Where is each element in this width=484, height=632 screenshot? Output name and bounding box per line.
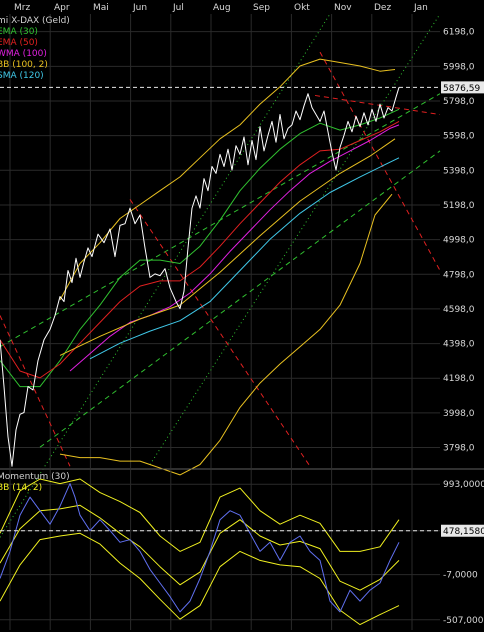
legend-entry: EMA (50) — [0, 38, 38, 48]
y-tick-label: 4198,0 — [443, 374, 475, 384]
trendline — [0, 315, 71, 467]
series-line — [59, 193, 393, 476]
price-y-axis: 3798,0 3998,0 4198,0 4398,0 4598,0 4798,0 4998… — [443, 28, 475, 454]
series-line — [0, 108, 400, 388]
series-line — [0, 532, 400, 626]
legend-title: Momentum (30) — [0, 472, 70, 482]
series-line — [0, 483, 400, 613]
momentum-legend: Momentum (30)BB (14, 2) — [0, 472, 70, 493]
momentum-last-value: 478,1580 — [0, 524, 484, 537]
trendline — [319, 51, 441, 271]
series-line — [0, 87, 400, 467]
x-tick-label: Dez — [374, 3, 391, 13]
y-tick-label: 4798,0 — [443, 270, 475, 280]
series-line — [0, 504, 400, 591]
legend-title: mi X-DAX (Geld) — [0, 16, 70, 26]
last-value-callout — [441, 524, 484, 537]
trendline — [314, 94, 441, 115]
series-line — [59, 58, 396, 301]
y-tick-label: 4998,0 — [443, 236, 475, 246]
series-line — [0, 120, 400, 379]
price-last-value: 5876,59 — [0, 81, 484, 94]
y-tick-label: 5398,0 — [443, 166, 475, 176]
x-tick-label: Nov — [334, 3, 352, 13]
momentum-series — [0, 478, 400, 626]
last-value-callout — [441, 81, 484, 94]
x-tick-label: Jul — [172, 3, 184, 13]
y-tick-label: 5798,0 — [443, 97, 475, 107]
x-tick-label: Okt — [294, 3, 310, 13]
x-axis: Mrz Apr Mai Jun Jul Aug Sep Okt Nov Dez … — [14, 3, 428, 13]
y-tick-label: 5598,0 — [443, 132, 475, 142]
price-series — [0, 58, 400, 476]
y-tick-label: 4598,0 — [443, 305, 475, 315]
x-tick-label: Mrz — [14, 3, 30, 13]
momentum-y-axis: 993,0000 -7,0000 -507,0000 — [443, 480, 484, 626]
x-tick-label: Apr — [54, 3, 70, 13]
x-tick-label: Sep — [253, 3, 270, 13]
y-tick-label: 993,0000 — [443, 480, 484, 490]
legend-entry: BB (100, 2) — [0, 60, 48, 70]
x-tick-label: Jan — [413, 3, 428, 13]
last-value-label: 478,1580 — [443, 527, 484, 537]
y-tick-label: 3798,0 — [443, 444, 475, 454]
trendline — [39, 150, 441, 448]
price-legend: mi X-DAX (Geld)EMA (30)EMA (50)WMA (100)… — [0, 16, 70, 81]
x-tick-label: Jun — [132, 3, 147, 13]
y-tick-label: 4398,0 — [443, 340, 475, 350]
legend-entry: WMA (100) — [0, 49, 47, 59]
series-line — [89, 157, 400, 360]
y-tick-label: -7,0000 — [443, 571, 478, 581]
legend-entry: EMA (30) — [0, 27, 38, 37]
legend-entry: SMA (120) — [0, 71, 44, 81]
series-line — [0, 478, 400, 552]
x-tick-label: Aug — [213, 3, 231, 13]
last-value-label: 5876,59 — [443, 84, 480, 94]
y-tick-label: 3998,0 — [443, 409, 475, 419]
y-tick-label: -507,0000 — [443, 616, 484, 626]
series-line — [59, 138, 396, 356]
legend-entry: BB (14, 2) — [0, 483, 42, 493]
x-tick-label: Mai — [93, 3, 109, 13]
y-tick-label: 6198,0 — [443, 28, 475, 38]
y-tick-label: 5198,0 — [443, 201, 475, 211]
y-tick-label: 5998,0 — [443, 62, 475, 72]
